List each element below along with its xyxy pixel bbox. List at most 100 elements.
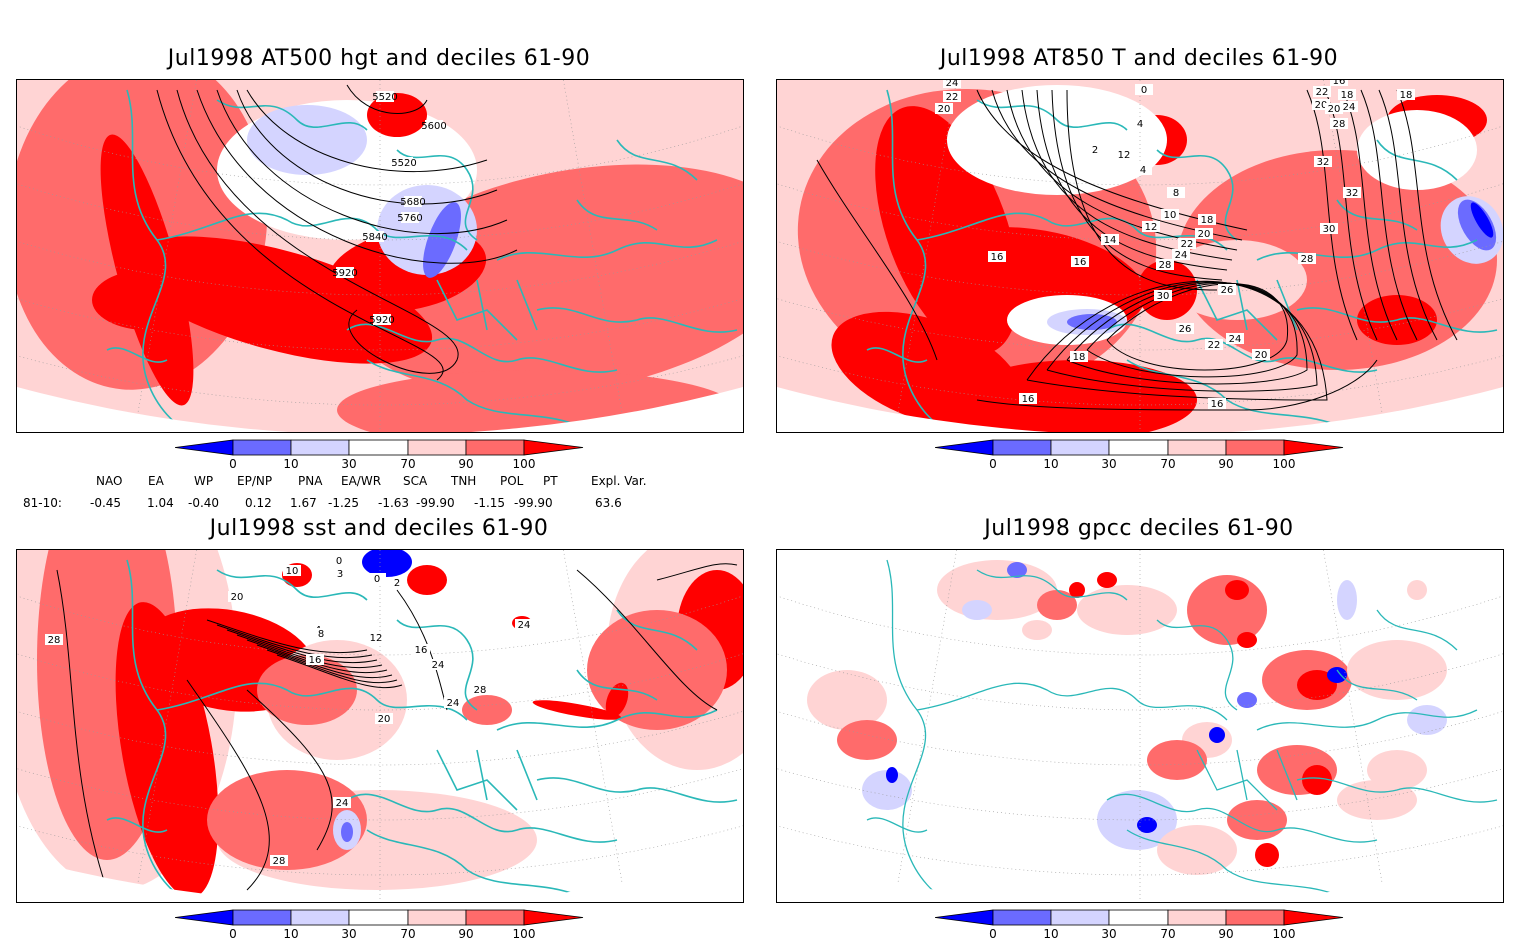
coastline [1126, 359, 1338, 426]
panel-title-sst: Jul1998 sst and deciles 61-90 [209, 516, 549, 541]
coastline [1336, 669, 1418, 701]
map-z500: 5520 5600 5520 5680 5760 5840 5920 5920 [16, 79, 744, 433]
coastline [1196, 279, 1298, 341]
colorbar-segment [407, 909, 467, 926]
contour-line [1066, 89, 1218, 291]
index-header: PT [543, 474, 558, 488]
decile-area [1097, 572, 1117, 588]
contour-line [656, 563, 738, 581]
coastline [1336, 199, 1418, 231]
colorbar-segment [992, 909, 1052, 926]
colorbar-tick-label: 90 [1218, 457, 1233, 471]
colorbar-segment [465, 439, 525, 456]
contour-line [276, 654, 403, 689]
contour-label: 20 [231, 592, 244, 603]
colorbar-arrow-low [934, 439, 994, 456]
contour-line [216, 624, 373, 659]
colorbar-arrow-high [1283, 439, 1344, 456]
contour-label: 20 [1315, 100, 1328, 111]
contour-label: 30 [1157, 291, 1170, 302]
contour-label: 28 [273, 856, 286, 867]
colorbar-arrow-high [523, 909, 584, 926]
coastline [496, 239, 718, 261]
colorbar-sst: 0 10 30 70 90 100 [174, 909, 587, 949]
colorbar-segment [465, 909, 525, 926]
colorbar-gpcc: 0 10 30 70 90 100 [934, 909, 1347, 949]
contour-label: 26 [1221, 285, 1234, 296]
contour-label: 28 [1301, 254, 1314, 265]
contour-label: 16 [1022, 394, 1035, 405]
index-header: PNA [298, 474, 323, 488]
contour-label: 16 [991, 252, 1004, 263]
contour-line [1021, 89, 1233, 261]
colorbar-tick-label: 0 [229, 927, 237, 941]
contour-label: 24 [447, 698, 460, 709]
contour-label: 16 [415, 645, 428, 656]
decile-area [1255, 843, 1279, 867]
coastline [1296, 777, 1498, 803]
contour-label: 32 [1346, 188, 1359, 199]
decile-area [1147, 740, 1207, 780]
colorbar-tick-label: 30 [1101, 927, 1116, 941]
coastline [156, 682, 468, 721]
decile-area [1237, 632, 1257, 648]
contour-label: 5760 [397, 213, 422, 224]
decile-area [1457, 199, 1497, 251]
contour-label: 20 [1328, 104, 1341, 115]
contour-label: 14 [1104, 235, 1117, 246]
index-header: EA/WR [341, 474, 382, 488]
index-header: EP/NP [237, 474, 273, 488]
contour-label: 8 [1173, 188, 1179, 199]
map-gpcc [776, 549, 1504, 903]
coastline [536, 777, 738, 803]
coastline [126, 89, 188, 432]
colorbar-segment [992, 439, 1052, 456]
contour-label: 28 [1159, 260, 1172, 271]
contour-line [246, 639, 388, 674]
contour-label: 0 [374, 574, 380, 585]
contour-line [236, 89, 498, 205]
colorbar-tick-label: 70 [1160, 457, 1175, 471]
contour-label: 12 [1118, 150, 1131, 161]
colorbar-tick-label: 10 [283, 457, 298, 471]
contour-line [1106, 283, 1288, 371]
coastline [616, 609, 698, 651]
contour-line [256, 644, 393, 679]
index-value: -1.15 [474, 496, 506, 510]
contour-line [976, 89, 1248, 231]
contour-line [196, 89, 518, 264]
index-value: -99.90 [416, 496, 455, 510]
coastline [436, 279, 538, 341]
coastline [576, 669, 658, 701]
decile-area [1227, 800, 1287, 840]
contour-line [176, 89, 459, 374]
contour-line [1396, 89, 1458, 341]
contour-line [206, 619, 368, 654]
contour-line [576, 569, 718, 711]
decile-area [837, 720, 897, 760]
contour-label: 22 [946, 92, 959, 103]
contour-line [1046, 281, 1318, 392]
contour-line [816, 159, 938, 361]
colorbar-tick-label: 70 [1160, 927, 1175, 941]
decile-area [1237, 692, 1257, 708]
decile-area [605, 682, 629, 718]
colorbar-segment [290, 439, 350, 456]
contour-label: 28 [48, 635, 61, 646]
contour-label: 10 [1164, 210, 1177, 221]
decile-area [367, 93, 427, 137]
coastline [1106, 793, 1378, 843]
coastline [396, 149, 478, 241]
colorbar-segment [1225, 909, 1285, 926]
decile-area [1347, 640, 1447, 700]
contour-label: 22 [1208, 340, 1221, 351]
coastline [536, 307, 738, 333]
decile-area [121, 236, 433, 364]
contour-label: 28 [1333, 119, 1346, 130]
colorbar-tick-label: 90 [458, 927, 473, 941]
colorbar-segment [1108, 439, 1169, 456]
colorbar-segment [1050, 439, 1110, 456]
colorbar-arrow-low [934, 909, 994, 926]
decile-area [1067, 314, 1117, 330]
contour-line [156, 89, 444, 381]
